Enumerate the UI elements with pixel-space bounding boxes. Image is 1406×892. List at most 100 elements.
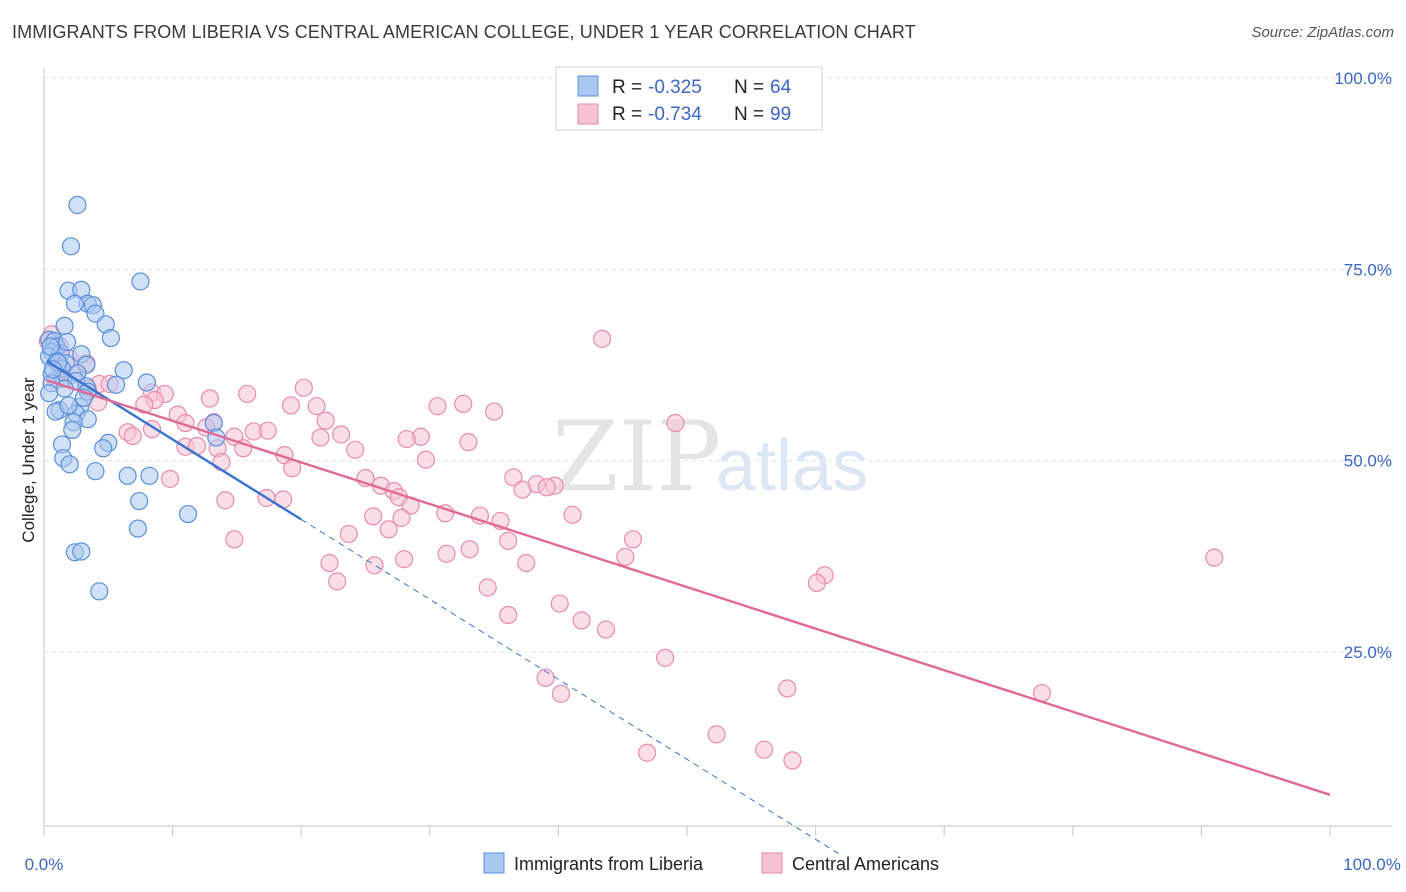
legend-n-label-1: N = [734, 77, 764, 98]
y-tick-label-25: 25.0% [1344, 643, 1392, 662]
central-americans-point-83 [328, 572, 347, 591]
central-americans-point-79 [365, 556, 384, 575]
liberia-point-29 [137, 373, 156, 392]
central-americans-point-88 [596, 620, 616, 639]
y-axis-title: College, Under 1 year [19, 377, 38, 543]
central-americans-point-74 [460, 540, 479, 559]
y-axis-tick-labels: 100.0% 75.0% 50.0% 25.0% [1334, 69, 1392, 662]
central-americans-point-22 [454, 394, 473, 413]
chart-title: IMMIGRANTS FROM LIBERIA VS CENTRAL AMERI… [12, 22, 916, 42]
liberia-point-52 [178, 504, 198, 524]
trend-line-liberia [45, 360, 302, 521]
central-americans-point-46 [416, 450, 436, 469]
liberia-point-56 [90, 582, 109, 601]
central-americans-point-75 [437, 544, 456, 563]
grid-lines [44, 77, 1392, 653]
central-americans-point-92 [656, 648, 675, 667]
bottom-legend-swatch-liberia [483, 852, 505, 874]
liberia-point-59 [58, 332, 77, 352]
series-liberia [40, 195, 226, 601]
central-americans-point-91 [1205, 548, 1224, 567]
central-americans-point-13 [238, 384, 257, 404]
central-americans-point-38 [459, 433, 478, 452]
central-americans-point-70 [339, 524, 358, 544]
central-americans-point-89 [593, 329, 612, 348]
watermark-zip: ZIP [552, 401, 721, 513]
central-americans-point-57 [160, 469, 180, 488]
liberia-point-1 [61, 237, 81, 256]
central-americans-point-84 [478, 578, 497, 597]
central-americans-point-45 [346, 440, 365, 459]
central-americans-point-86 [499, 605, 518, 625]
central-americans-point-55 [513, 480, 532, 499]
bottom-legend: Immigrants from Liberia Central American… [483, 852, 939, 874]
central-americans-point-37 [397, 429, 416, 449]
central-americans-point-69 [379, 520, 398, 539]
central-americans-point-73 [623, 530, 643, 549]
central-americans-point-96 [551, 684, 571, 703]
legend-swatch-liberia [577, 75, 599, 97]
central-americans-point-99 [755, 740, 774, 759]
central-americans-point-77 [394, 550, 414, 569]
central-americans-point-72 [499, 531, 518, 550]
legend-swatch-central-americans [577, 103, 599, 125]
legend-box: R = -0.325 N = 64 R = -0.734 N = 99 [555, 66, 823, 131]
legend-n-label-2: N = [734, 104, 764, 125]
legend-r-value-2: -0.734 [648, 104, 702, 125]
liberia-point-47 [60, 455, 79, 474]
central-americans-point-21 [428, 397, 447, 416]
liberia-point-31 [106, 375, 126, 394]
source-label: Source: ZipAtlas.com [1251, 24, 1394, 41]
central-americans-point-97 [707, 725, 726, 744]
central-americans-point-93 [778, 679, 797, 698]
liberia-point-48 [86, 462, 105, 481]
central-americans-point-65 [563, 505, 582, 524]
central-americans-point-76 [616, 547, 635, 566]
liberia-point-7 [65, 294, 84, 313]
central-americans-point-33 [331, 425, 351, 444]
central-americans-point-63 [436, 504, 455, 523]
central-americans-point-87 [572, 611, 591, 630]
liberia-point-55 [72, 542, 91, 561]
central-americans-point-16 [200, 389, 219, 408]
central-americans-point-35 [311, 428, 330, 447]
central-americans-point-82 [807, 573, 826, 593]
bottom-legend-label-central-americans: Central Americans [792, 854, 939, 874]
liberia-point-11 [101, 329, 120, 348]
central-americans-point-49 [504, 468, 523, 487]
y-tick-label-100: 100.0% [1334, 69, 1392, 88]
central-americans-point-67 [392, 508, 411, 527]
central-americans-point-18 [135, 395, 154, 414]
liberia-point-25 [114, 361, 133, 380]
bottom-legend-label-liberia: Immigrants from Liberia [514, 854, 704, 874]
central-americans-point-60 [216, 491, 235, 510]
central-americans-point-85 [550, 594, 569, 613]
x-axis-ticks [43, 826, 1331, 836]
central-americans-point-39 [123, 426, 142, 446]
liberia-point-51 [130, 491, 149, 511]
liberia-point-61 [63, 420, 82, 439]
central-americans-point-98 [638, 743, 657, 762]
central-americans-point-47 [212, 452, 231, 472]
central-americans-point-32 [258, 421, 277, 440]
central-americans-point-95 [536, 668, 555, 687]
legend-r-value-1: -0.325 [648, 77, 702, 98]
y-tick-label-50: 50.0% [1344, 452, 1392, 471]
liberia-point-0 [68, 195, 87, 215]
legend-r-label-1: R = [612, 77, 642, 98]
trend-line-liberia-extension [300, 518, 842, 856]
liberia-point-33 [40, 384, 59, 403]
central-americans-point-100 [783, 751, 802, 770]
legend-n-value-1: 64 [770, 77, 792, 98]
central-americans-point-71 [225, 530, 244, 549]
trend-lines [45, 360, 1331, 856]
liberia-point-50 [140, 466, 159, 485]
liberia-point-2 [131, 272, 150, 291]
central-americans-point-80 [517, 553, 536, 573]
central-americans-point-66 [364, 507, 383, 526]
liberia-point-53 [128, 519, 147, 538]
central-americans-point-90 [666, 413, 685, 433]
central-americans-point-19 [281, 396, 301, 415]
bottom-legend-swatch-central-americans [761, 852, 783, 874]
